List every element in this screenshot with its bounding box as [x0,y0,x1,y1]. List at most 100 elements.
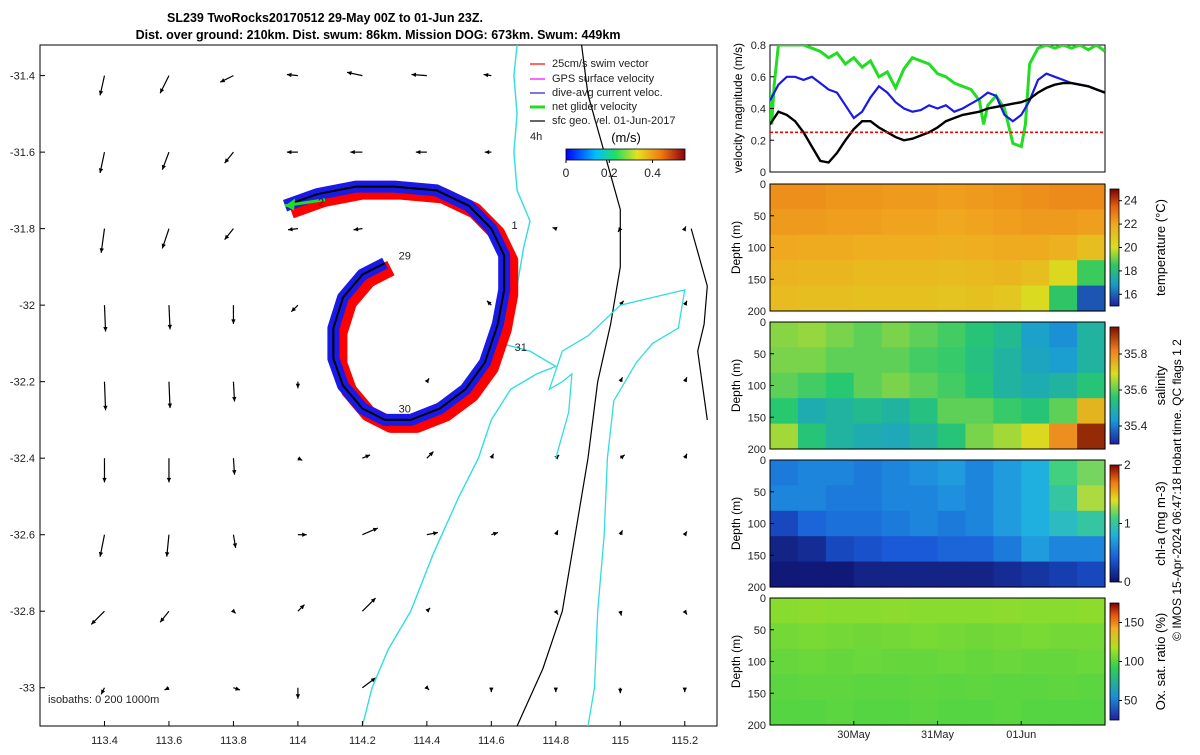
section-cell [797,372,827,399]
isobaths-label: isobaths: 0 200 1000m [48,694,159,706]
colorbar-label: Ox. sat. ratio (%) [1153,613,1168,711]
surface-velocity-arrow [167,305,173,330]
section-cell [993,485,1022,512]
section-colorbar [1109,464,1120,583]
section-cell [825,623,855,650]
surface-velocity-arrow [362,677,376,689]
section-cell [770,460,799,486]
map-y-tick-label: -33 [19,683,35,695]
section-cell [909,234,939,261]
time-tick-label: 01Jun [1006,729,1036,741]
depth-tick-label: 0 [760,455,766,467]
surface-velocity-arrow [415,149,427,155]
velocity-y-tick-label: 0.6 [751,72,766,84]
map-y-tick-label: -32.4 [10,453,35,465]
section-cell [797,648,827,675]
section-cell [853,423,883,450]
depth-tick-label: 100 [748,657,766,669]
depth-axis-label: Depth (m) [729,359,743,412]
title-line-2: Dist. over ground: 210km. Dist. swum: 86… [136,28,621,42]
section-cell [1077,423,1106,450]
salinity-section: 0 50 100 150 200 Depth (m) 35.4 35.6 35.8 salinit… [729,317,1168,456]
section-cell [853,598,883,624]
section-cell [853,285,883,312]
section-cell [937,184,967,210]
section-cell [965,423,994,450]
surface-velocity-arrow [286,149,298,155]
section-cell [1077,536,1106,563]
section-cell [881,184,911,210]
section-colorbar [1109,326,1120,445]
section-cell [770,260,799,287]
section-cell [1021,209,1050,236]
section-cell [881,460,911,486]
surface-velocity-arrow [164,685,170,691]
surface-velocity-arrow [290,304,299,313]
map-x-tick-label: 113.6 [156,735,183,747]
surface-velocity-arrow [618,377,624,383]
map-y-ticks: -31.4 -31.6 -31.8 -32 -32.2 -32.4 -32.6 -32.8 -3… [10,71,45,695]
map-x-tick-label: 114.6 [478,735,505,747]
section-cell [1049,460,1078,486]
map-colorbar-tick-label: 0 [563,166,570,180]
section-cell [1077,561,1106,588]
section-cell [1049,209,1078,236]
colorbar-tick-label: 35.8 [1124,347,1148,361]
section-cell [853,623,883,650]
section-cell [881,372,911,399]
velocity-y-tick-label: 0.2 [751,135,766,147]
depth-axis-label: Depth (m) [729,497,743,550]
section-cell [909,372,939,399]
section-cell [825,460,855,486]
surface-velocity-arrow [98,151,106,174]
section-cell [1049,260,1078,287]
section-cell [1049,322,1078,348]
colorbar-tick-label: 16 [1124,287,1138,301]
section-cell [1021,285,1050,312]
map-y-tick-label: -32.8 [10,606,35,618]
isobath-200m [516,45,621,726]
section-cell [770,623,799,650]
colorbar-tick-label: 20 [1124,241,1138,255]
surface-velocity-arrow [102,458,107,483]
depth-tick-label: 200 [748,306,766,318]
section-cell [909,699,939,726]
surface-velocity-arrow [161,228,170,249]
surface-velocity-arrow [103,305,108,332]
map-x-tick-label: 114.8 [542,735,569,747]
section-cell [965,322,994,348]
section-cell [825,699,855,726]
colorbar-tick-label: 35.6 [1124,383,1148,397]
section-cell [881,322,911,348]
section-cell [797,460,827,486]
surface-velocity-arrow [618,687,623,694]
depth-tick-label: 100 [748,519,766,531]
section-cell [1077,372,1106,399]
section-cell [909,398,939,425]
section-cell [993,648,1022,675]
section-cell [993,184,1022,210]
surface-velocity-arrow [554,530,559,536]
section-cell [1021,699,1050,726]
section-cell [1049,398,1078,425]
surface-velocity-arrow [362,454,371,459]
colorbar-label: temperature (°C) [1153,199,1168,296]
depth-tick-label: 200 [748,582,766,594]
section-cell [965,510,994,537]
section-cell [797,510,827,537]
depth-tick-label: 50 [754,487,766,499]
section-cell [770,561,799,588]
day-label: 30 [399,403,411,415]
colorbar-tick-label: 22 [1124,217,1138,231]
section-cell [965,209,994,236]
map-colorbar-tick-label: 0.4 [644,166,661,180]
colorbar-tick-label: 100 [1124,655,1144,669]
section-cell [853,674,883,701]
section-colorbar [1109,602,1120,721]
section-cell [1021,322,1050,348]
surface-velocity-arrow [224,151,234,164]
section-cell [1077,598,1106,624]
section-cell [909,536,939,563]
section-cell [993,536,1022,563]
section-cell [909,510,939,537]
